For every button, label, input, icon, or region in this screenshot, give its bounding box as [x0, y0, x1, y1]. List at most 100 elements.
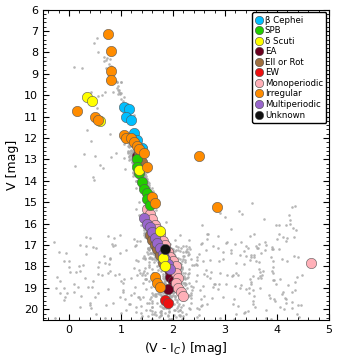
Point — [135, 169, 140, 175]
Point — [114, 85, 119, 91]
Point — [93, 245, 99, 251]
Point — [204, 231, 209, 236]
Point — [159, 257, 165, 262]
Point — [91, 174, 96, 180]
Point — [156, 249, 162, 254]
Point — [186, 252, 191, 258]
Point — [254, 245, 260, 251]
Point — [145, 217, 151, 223]
Point — [109, 64, 115, 70]
Point — [150, 194, 155, 200]
Point — [66, 264, 71, 270]
Point — [98, 118, 103, 124]
Point — [160, 243, 165, 249]
Point — [158, 241, 163, 247]
Point — [170, 278, 175, 284]
Point — [137, 296, 143, 302]
Point — [138, 160, 143, 166]
Point — [105, 31, 111, 37]
Point — [161, 238, 166, 244]
Point — [153, 244, 159, 249]
Point — [123, 101, 128, 107]
Point — [145, 197, 150, 203]
Point — [156, 250, 162, 256]
Point — [160, 273, 166, 279]
Point — [151, 225, 157, 231]
Point — [166, 244, 172, 250]
Point — [172, 281, 177, 287]
Point — [173, 243, 179, 249]
Point — [142, 150, 147, 156]
Point — [61, 258, 67, 264]
Point — [139, 173, 145, 179]
Point — [84, 127, 90, 133]
Point — [165, 286, 171, 292]
Point — [140, 151, 145, 157]
Point — [145, 184, 150, 190]
Point — [169, 256, 174, 262]
Point — [289, 204, 294, 209]
Point — [171, 269, 177, 275]
Point — [283, 295, 288, 301]
Point — [172, 251, 177, 257]
Point — [153, 234, 158, 240]
Point — [155, 244, 160, 250]
Point — [135, 159, 141, 165]
Point — [263, 315, 268, 321]
Point — [161, 254, 166, 260]
Point — [170, 259, 175, 265]
Point — [287, 221, 293, 227]
Point — [233, 241, 238, 247]
Point — [138, 170, 143, 175]
Point — [125, 148, 130, 154]
Point — [129, 159, 135, 164]
Point — [169, 282, 175, 287]
Point — [147, 195, 153, 200]
Point — [220, 294, 226, 300]
Point — [163, 261, 169, 267]
Point — [297, 314, 302, 320]
Point — [126, 143, 132, 149]
Point — [224, 239, 230, 245]
Point — [123, 307, 129, 313]
Point — [160, 231, 165, 237]
Point — [156, 249, 162, 254]
Point — [120, 134, 125, 139]
Point — [136, 155, 141, 160]
Point — [167, 303, 172, 309]
Point — [147, 234, 152, 240]
Point — [146, 258, 151, 264]
Point — [143, 219, 148, 225]
Point — [133, 167, 138, 173]
Point — [132, 284, 138, 290]
Point — [153, 313, 159, 318]
Point — [159, 237, 165, 242]
Point — [152, 254, 158, 260]
Point — [170, 265, 176, 271]
Point — [162, 293, 167, 298]
Point — [53, 315, 58, 321]
Point — [143, 220, 148, 225]
Point — [154, 235, 160, 241]
Point — [144, 182, 149, 188]
Point — [178, 260, 183, 266]
Point — [131, 157, 136, 163]
Point — [96, 271, 101, 277]
Point — [174, 287, 179, 293]
Point — [154, 221, 159, 227]
Point — [145, 245, 151, 251]
Point — [135, 161, 140, 167]
Point — [161, 286, 166, 292]
Point — [139, 174, 144, 180]
Point — [161, 300, 166, 306]
Point — [298, 302, 304, 307]
Point — [142, 176, 147, 182]
Point — [155, 242, 160, 248]
Point — [134, 159, 140, 165]
Point — [216, 281, 222, 287]
Point — [170, 252, 176, 258]
Point — [159, 256, 165, 261]
Point — [141, 268, 147, 274]
Point — [99, 272, 105, 278]
Point — [215, 204, 220, 209]
